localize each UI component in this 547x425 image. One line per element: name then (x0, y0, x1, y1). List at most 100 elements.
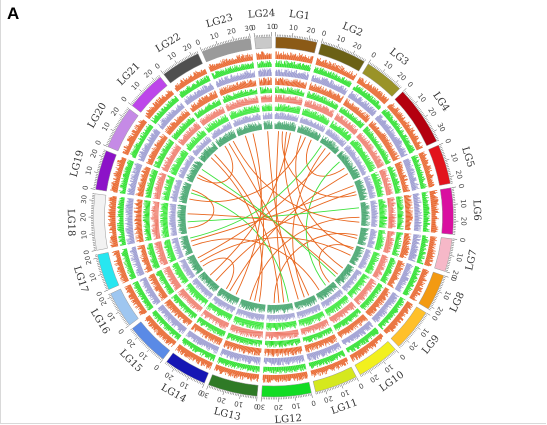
track-bar (131, 132, 138, 137)
track-bar (295, 56, 297, 61)
track-bar (334, 362, 338, 369)
track-bar (115, 174, 121, 177)
track-bar (426, 178, 431, 180)
track-bar (428, 247, 433, 249)
track-bar (112, 233, 117, 235)
track-bar (152, 102, 159, 109)
track-bar (145, 115, 150, 120)
track-bar (427, 253, 433, 256)
track-bar (150, 320, 155, 324)
track-bar (118, 166, 124, 169)
track-bar (334, 65, 338, 72)
track-bar (335, 362, 339, 370)
track-bar (270, 54, 271, 60)
track-bar (404, 305, 408, 309)
track-bar (301, 56, 304, 62)
track-bar (180, 346, 184, 350)
track-bar (408, 132, 413, 136)
track-bar (406, 130, 411, 133)
track-bar (118, 164, 124, 167)
track-bar (146, 316, 152, 321)
track-bar (179, 84, 182, 89)
track-bar (294, 373, 297, 380)
track-bar (419, 154, 427, 158)
track-bar (417, 281, 424, 285)
track-bar (225, 367, 228, 373)
track-bar (430, 201, 438, 203)
track-bar (428, 245, 433, 247)
track-bar (175, 85, 180, 91)
track-bar (190, 353, 195, 360)
track-bar (389, 323, 396, 329)
track-bar (232, 370, 235, 377)
track-bar (428, 186, 433, 188)
track-bar (385, 327, 390, 332)
track-bar (110, 217, 116, 218)
track-bar (112, 232, 117, 234)
track-bar (113, 241, 118, 244)
track-bar (193, 74, 197, 80)
track-bar (423, 218, 430, 220)
track-bar (373, 90, 378, 96)
track-bar (278, 54, 280, 60)
track-bar (268, 374, 270, 383)
track-bar (139, 306, 145, 311)
track-bar (426, 255, 434, 258)
track-bar (121, 274, 127, 278)
track-bar (394, 317, 402, 324)
track-bar (161, 94, 168, 101)
track-bar (419, 155, 426, 159)
track-bar (431, 223, 437, 225)
track-bar (375, 337, 379, 341)
track-bar (425, 173, 430, 176)
track-bar (139, 309, 146, 314)
track-bar (125, 151, 130, 154)
track-bar (184, 81, 187, 86)
track-bar (208, 362, 212, 369)
track-bar (128, 215, 133, 217)
track-bar (120, 272, 126, 275)
track-bar (333, 66, 336, 71)
track-bar (129, 141, 134, 145)
track-bar (430, 231, 436, 233)
track-bar (415, 285, 422, 290)
track-bar (226, 368, 229, 373)
track-bar (348, 74, 351, 79)
track-bar (273, 357, 275, 365)
track-bar (362, 80, 367, 87)
track-bar (429, 194, 434, 196)
track-bar (428, 184, 435, 187)
track-bar (233, 370, 236, 375)
track-bar (189, 352, 194, 361)
track-bar (113, 259, 122, 262)
track-bar (372, 339, 377, 345)
track-bar (411, 137, 417, 141)
track-bar (121, 157, 127, 160)
track-bar (116, 162, 125, 166)
track-bar (107, 223, 116, 225)
track-bar (426, 256, 433, 259)
track-bar (116, 172, 122, 175)
track-bar (306, 371, 308, 377)
track-bar (119, 265, 124, 267)
track-bar (210, 362, 213, 367)
track-bar (431, 206, 435, 208)
track-bar (200, 358, 204, 362)
track-bar (174, 86, 179, 91)
track-bar (303, 55, 306, 63)
track-bar (318, 60, 321, 66)
track-bar (431, 220, 436, 222)
track-bar (116, 257, 121, 259)
track-bar (269, 374, 271, 382)
track-bar (422, 161, 428, 165)
track-bar (405, 303, 412, 308)
track-bar (341, 359, 346, 366)
track-bar (110, 185, 119, 188)
track-bar (414, 219, 419, 221)
track-bar (311, 56, 314, 64)
track-bar (137, 303, 142, 307)
track-bar (424, 167, 432, 171)
track-bar (385, 328, 390, 333)
track-bar (323, 59, 327, 68)
track-bar (109, 202, 117, 204)
